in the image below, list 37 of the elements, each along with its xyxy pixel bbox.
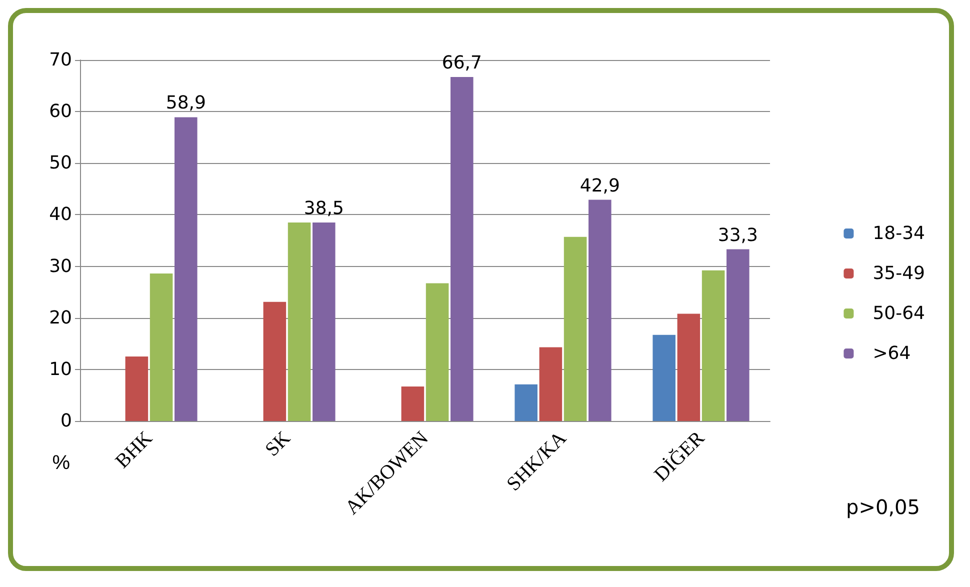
data-label: 33,3 [718, 224, 758, 246]
y-tick-label: 10 [49, 358, 72, 380]
data-label: 42,9 [580, 175, 620, 196]
legend-label: >64 [872, 343, 911, 364]
y-tick-label: 30 [49, 256, 72, 277]
x-tick-label: SK [261, 426, 296, 461]
bar [288, 222, 311, 421]
bar [150, 274, 173, 421]
text: p>0,05 [846, 495, 920, 519]
bar [726, 249, 750, 421]
bar [174, 117, 198, 421]
y-tick-label: 40 [49, 204, 72, 226]
data-label: 66,7 [442, 52, 482, 74]
legend-label: 18-34 [872, 223, 926, 244]
bar [401, 386, 424, 421]
bar [588, 200, 612, 421]
bar [702, 270, 725, 421]
bar [564, 236, 587, 421]
bar [426, 283, 449, 421]
bar [450, 77, 474, 421]
bar [539, 347, 562, 421]
bar [514, 384, 538, 421]
y-tick-label: 60 [49, 101, 72, 122]
bar [312, 222, 336, 421]
bar [677, 314, 700, 421]
data-label: 38,5 [304, 198, 344, 219]
bar [652, 334, 676, 421]
legend-label: 50-64 [872, 303, 926, 324]
legend-label: 35-49 [872, 263, 926, 284]
y-tick-label: 70 [49, 50, 72, 70]
bar [263, 302, 286, 421]
y-tick-label: 0 [60, 410, 72, 432]
y-tick-label: 50 [49, 152, 72, 174]
bar [125, 356, 148, 421]
data-label: 58,9 [166, 92, 206, 114]
y-tick-label: 20 [49, 307, 72, 328]
y-axis-title: % [52, 452, 70, 474]
